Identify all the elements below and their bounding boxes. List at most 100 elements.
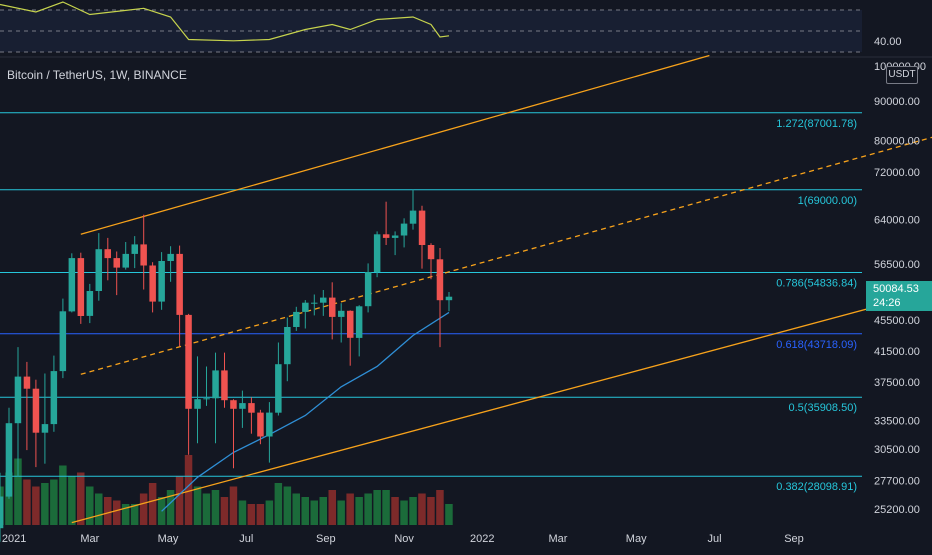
candle — [266, 402, 273, 463]
candle — [248, 397, 255, 434]
volume-bar — [436, 490, 444, 525]
candle — [140, 214, 147, 290]
candle-body — [320, 297, 327, 303]
candle-body — [355, 306, 363, 338]
candle — [122, 242, 129, 270]
candle-body — [373, 234, 381, 273]
candle — [400, 218, 408, 248]
y-tick-label: 80000.00 — [874, 135, 920, 147]
volume-bar — [104, 497, 112, 525]
volume-bar — [301, 497, 309, 525]
volume-bar — [400, 500, 408, 525]
volume-bar — [427, 497, 435, 525]
volume-bar — [220, 497, 229, 525]
last-price: 50084.53 — [873, 283, 919, 295]
volume-bar — [68, 476, 76, 525]
candle — [445, 292, 453, 312]
candles — [0, 189, 453, 542]
volume-bar — [346, 493, 354, 525]
volume-bar — [211, 490, 220, 525]
y-tick-label: 45500.00 — [874, 315, 920, 327]
candle-body — [257, 412, 264, 437]
candle — [131, 236, 138, 269]
candle-body — [149, 265, 156, 302]
candle-body — [95, 249, 102, 291]
ma-line — [161, 311, 450, 512]
volume-bar — [418, 493, 426, 525]
fib-level-label: 1.272(87001.78) — [776, 118, 857, 130]
volume-bar — [310, 500, 318, 525]
volume-bar — [166, 490, 175, 525]
y-tick-label: 90000.00 — [874, 96, 920, 108]
x-tick-label: 2022 — [470, 533, 494, 545]
volume-bar — [229, 486, 238, 525]
volume-bar — [14, 458, 22, 525]
candle-body — [347, 310, 354, 338]
fib-level-label: 0.5(35908.50) — [789, 402, 858, 414]
candle — [158, 252, 165, 310]
rsi-band — [0, 10, 862, 52]
candle-body — [418, 210, 426, 245]
candle-body — [140, 244, 147, 266]
symbol-title: Bitcoin / TetherUS, 1W, BINANCE — [7, 68, 187, 82]
volume-bar — [247, 504, 256, 525]
time-axis[interactable]: 2021 Mar May Jul Sep Nov 2022 Mar May Jul Sep — [2, 533, 804, 545]
candle-body — [122, 253, 129, 268]
candle — [194, 356, 201, 444]
candle-body — [68, 258, 76, 312]
rsi-pane — [0, 1, 862, 53]
candle — [59, 298, 67, 379]
candle — [382, 201, 390, 245]
volume-bar — [95, 493, 103, 525]
candle-body — [32, 388, 40, 433]
y-tick-label: 64000.00 — [874, 215, 920, 227]
y-tick-label: 30500.00 — [874, 444, 920, 456]
trend-channel[interactable] — [71, 54, 932, 524]
x-tick-label: Sep — [316, 533, 336, 545]
volume-bar — [139, 493, 148, 525]
volume-bar — [364, 493, 372, 525]
volume-bar — [373, 490, 381, 525]
volume-bar — [23, 479, 31, 525]
volume-bar — [86, 486, 94, 525]
candle-body — [167, 253, 174, 261]
volume-bar — [409, 497, 417, 525]
volume-bar — [337, 500, 345, 525]
rsi-level-label: 40.00 — [874, 36, 902, 48]
volume-bar — [50, 479, 58, 525]
fib-level-label: 0.786(54836.84) — [776, 278, 857, 290]
candle-body — [203, 398, 210, 400]
candle — [185, 313, 192, 455]
candle — [50, 355, 58, 432]
channel-line-lower — [71, 290, 932, 524]
x-tick-label: Sep — [784, 533, 804, 545]
currency-badge[interactable]: USDT — [886, 66, 918, 84]
candle-body — [23, 376, 31, 389]
candle — [293, 306, 300, 331]
candle — [302, 300, 309, 329]
candle-body — [302, 302, 309, 312]
y-tick-label: 25200.00 — [874, 504, 920, 516]
candle-body — [436, 259, 444, 301]
volume-bar — [445, 504, 453, 525]
candle — [5, 407, 13, 499]
candle-body — [221, 370, 228, 401]
candle — [373, 231, 381, 278]
volume-bar — [283, 486, 292, 525]
volume-bar — [77, 472, 85, 525]
candle-body — [158, 261, 165, 302]
candle — [338, 303, 345, 343]
volume-bar — [391, 497, 399, 525]
x-tick-label: Mar — [549, 533, 568, 545]
fib-level-label: 0.382(28098.91) — [776, 481, 857, 493]
fib-level-label: 1(69000.00) — [798, 195, 857, 207]
volume-bar — [148, 483, 157, 525]
volume-bar — [274, 483, 283, 525]
y-tick-label: 33500.00 — [874, 415, 920, 427]
fib-retracement[interactable]: 1.272(87001.78) 1(69000.00) 0.786(54836.84… — [0, 112, 862, 493]
volume-bar — [256, 504, 265, 525]
x-tick-label: May — [626, 533, 647, 545]
candle-body — [284, 327, 291, 365]
